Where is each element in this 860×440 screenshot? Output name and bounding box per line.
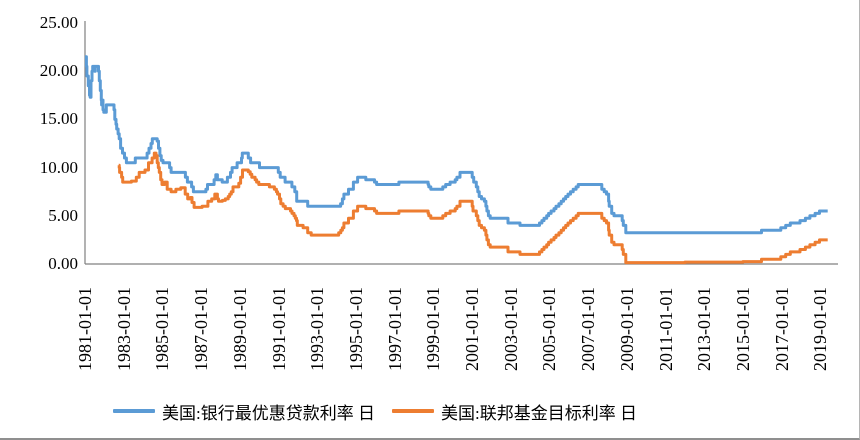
x-axis-tick-label: 2017-01-01 bbox=[771, 287, 792, 371]
legend-item-prime-rate: 美国:银行最优惠贷款利率 日 bbox=[113, 400, 375, 423]
y-axis-tick-label: 10.00 bbox=[39, 157, 78, 177]
x-axis-tick-label: 1991-01-01 bbox=[268, 287, 289, 371]
x-axis-tick-label: 2005-01-01 bbox=[539, 287, 560, 371]
x-axis-tick-label: 2009-01-01 bbox=[616, 287, 637, 371]
y-axis-tick-label: 15.00 bbox=[39, 109, 78, 129]
y-axis-tick-label: 0.00 bbox=[48, 254, 78, 273]
y-axis-tick-label: 20.00 bbox=[39, 61, 78, 81]
x-axis-tick-label: 1981-01-01 bbox=[75, 287, 95, 371]
x-axis-tick-label: 1987-01-01 bbox=[191, 287, 212, 371]
x-axis-tick-label: 1985-01-01 bbox=[152, 287, 173, 371]
legend-label-prime-rate: 美国:银行最优惠贷款利率 日 bbox=[162, 403, 375, 423]
x-axis-tick-label: 1995-01-01 bbox=[345, 287, 366, 371]
x-axis-tick-label: 1999-01-01 bbox=[423, 287, 444, 371]
x-axis-tick-label: 1997-01-01 bbox=[384, 287, 405, 371]
legend-item-fed-funds-target: 美国:联邦基金目标利率 日 bbox=[392, 400, 637, 423]
legend-line-swatch-blue bbox=[113, 409, 155, 413]
x-axis-tick-label: 2007-01-01 bbox=[578, 287, 599, 371]
x-axis-tick-label: 2013-01-01 bbox=[694, 287, 715, 371]
series-line-prime-rate bbox=[84, 55, 828, 235]
x-axis-tick-label: 2001-01-01 bbox=[462, 287, 482, 371]
x-axis-tick-label: 2003-01-01 bbox=[500, 287, 521, 371]
x-axis-tick-label: 1983-01-01 bbox=[113, 287, 134, 371]
x-axis-tick-label: 2019-01-01 bbox=[810, 287, 831, 371]
y-axis-tick-label: 25.00 bbox=[39, 13, 78, 32]
x-axis-tick-label: 2015-01-01 bbox=[732, 287, 753, 371]
series-line-fed-funds-target bbox=[117, 151, 828, 265]
y-axis-tick-label: 5.00 bbox=[48, 205, 78, 225]
x-axis-tick-label: 2011-01-01 bbox=[655, 287, 676, 371]
legend-line-swatch-orange bbox=[392, 409, 434, 413]
x-axis-tick-label: 1993-01-01 bbox=[307, 287, 328, 371]
legend-label-fed-funds-target: 美国:联邦基金目标利率 日 bbox=[441, 403, 637, 423]
x-axis-tick-label: 1989-01-01 bbox=[229, 287, 250, 371]
